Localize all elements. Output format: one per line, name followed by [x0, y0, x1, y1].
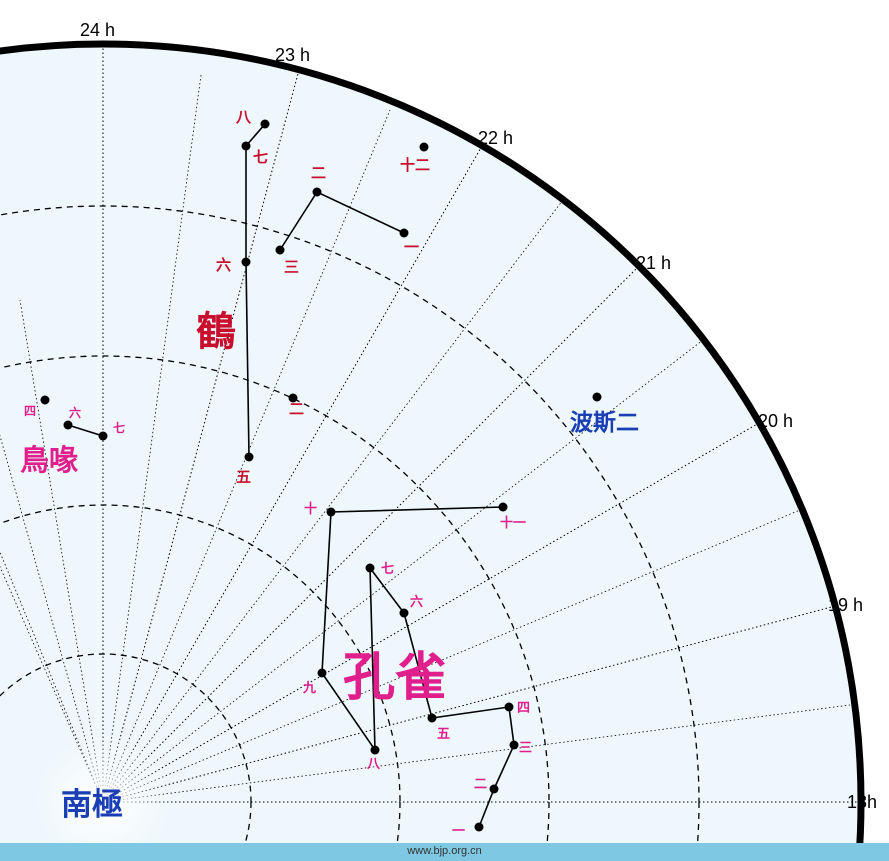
grus-labels: 八 七 六 五 一 二 三 十二 二 — [216, 108, 430, 486]
fine-hour-lines — [0, 69, 851, 803]
grus-star-three — [275, 245, 285, 255]
grus-stars — [241, 119, 429, 462]
pavo-label-eight: 八 — [366, 757, 381, 772]
grus-label-two: 二 — [311, 164, 326, 182]
indus-line — [67, 424, 104, 437]
indus-name: 鳥喙 — [20, 443, 78, 477]
indus-star-six — [63, 420, 73, 430]
grus-star-two — [312, 187, 322, 197]
grus-label-six: 六 — [216, 256, 231, 274]
indus-stars — [40, 395, 108, 441]
indus-lines — [67, 424, 104, 437]
grus-label-eight: 八 — [235, 108, 252, 126]
pavo-star-seven — [365, 563, 375, 573]
ra-fine-line — [102, 109, 391, 803]
outer-rim — [0, 40, 865, 861]
grus-star-twelve — [419, 142, 429, 152]
hour-label-21: 21 h — [636, 253, 671, 273]
pole-glow — [33, 732, 173, 861]
grus-star-five — [244, 452, 254, 462]
pavo-labels: 十 十一 七 六 九 八 五 四 三 二 一 — [302, 501, 532, 839]
indus-label-four: 四 — [24, 404, 36, 418]
hour-label-19: 19 h — [828, 595, 863, 615]
pavo-label-five: 五 — [437, 727, 450, 742]
indus-label-six: 六 — [69, 405, 81, 420]
grus-line — [245, 123, 266, 458]
grus-label-two-b: 二 — [289, 400, 304, 418]
footer-bar — [0, 843, 889, 861]
grus-label-three: 三 — [284, 258, 299, 276]
pavo-label-seven: 七 — [381, 562, 394, 577]
pavo-star-two — [489, 784, 499, 794]
sky-disk — [0, 44, 861, 861]
pavo-label-four: 四 — [517, 701, 530, 716]
hour-label-18: 18h — [847, 792, 877, 812]
ra-fine-line — [102, 704, 851, 803]
pavo-star-one — [474, 822, 484, 832]
pavo-name: 孔雀 — [343, 648, 447, 708]
pavo-star-nine — [317, 668, 327, 678]
grus-label-five: 五 — [236, 468, 251, 486]
indus-label-seven: 七 — [113, 421, 125, 435]
hour-label-20: 20 h — [758, 411, 793, 431]
pavo-star-six — [399, 608, 409, 618]
footer-url[interactable]: www.bjp.org.cn — [407, 845, 482, 857]
pavo-star-four — [504, 702, 514, 712]
pavo-label-three: 三 — [519, 741, 532, 756]
grus-name: 鶴 — [196, 308, 236, 355]
pavo-star-ten — [326, 507, 336, 517]
south-pole-label: 南極 — [61, 787, 123, 823]
pavo-label-nine: 九 — [302, 681, 316, 696]
grus-star-one — [399, 228, 409, 238]
pavo-star-three — [509, 740, 519, 750]
hour-labels: 24 h 23 h 22 h 21 h 20 h 19 h 18h — [80, 20, 877, 812]
indus-star-seven — [98, 431, 108, 441]
grus-label-seven: 七 — [253, 148, 268, 166]
pavo-star-eleven — [498, 502, 508, 512]
hour-label-24: 24 h — [80, 20, 115, 40]
dec-circle-3 — [0, 355, 550, 861]
pavo-star-five — [427, 713, 437, 723]
pavo-label-ten: 十 — [304, 501, 317, 517]
grus-star-seven — [241, 141, 251, 151]
indus-labels: 四 六 七 — [24, 404, 125, 435]
pavo-label-one: 一 — [452, 824, 465, 839]
pavo-label-eleven: 十一 — [500, 515, 526, 531]
indus-star-four — [40, 395, 50, 405]
grus-label-twelve: 十二 — [400, 156, 430, 174]
persian-label: 波斯二 — [570, 409, 639, 436]
persian-star — [592, 392, 602, 402]
grus-star-two-b — [288, 393, 298, 403]
ra-fine-line — [19, 299, 104, 803]
pavo-label-six: 六 — [410, 594, 423, 610]
hour-label-23: 23 h — [275, 45, 310, 65]
grus-label-one: 一 — [404, 238, 419, 256]
pavo-label-two: 二 — [474, 777, 487, 792]
grus-star-eight — [260, 119, 270, 129]
hour-label-22: 22 h — [478, 128, 513, 148]
grus-star-six — [241, 257, 251, 267]
pavo-star-eight — [370, 745, 380, 755]
pavo-stars — [317, 502, 519, 832]
